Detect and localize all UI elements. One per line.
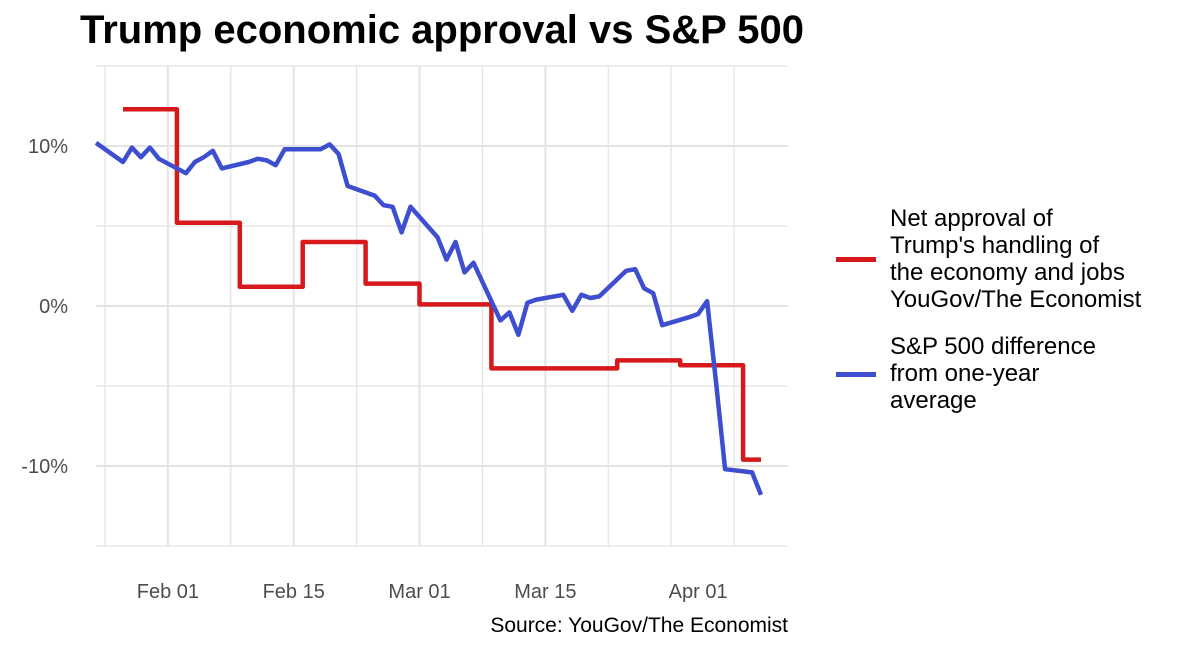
legend-swatch-sp500 — [836, 371, 876, 377]
series-line-sp500 — [94, 140, 764, 496]
y-tick-label: 10% — [28, 136, 68, 158]
y-axis-ticks: -10% 0% 10% — [21, 136, 68, 478]
x-tick-label: Apr 01 — [669, 581, 728, 603]
legend: Net approval of Trump's handling of the … — [830, 205, 1190, 434]
chart-title: Trump economic approval vs S&P 500 — [80, 8, 804, 52]
x-tick-label: Mar 15 — [514, 581, 576, 603]
x-tick-label: Feb 01 — [137, 581, 199, 603]
y-tick-label: 0% — [39, 296, 68, 318]
series-lines — [94, 106, 764, 496]
x-tick-label: Feb 15 — [263, 581, 325, 603]
grid-lines — [96, 65, 788, 547]
legend-key-approval — [830, 244, 882, 274]
x-tick-label: Mar 01 — [388, 581, 450, 603]
legend-item-approval: Net approval of Trump's handling of the … — [830, 205, 1190, 313]
legend-swatch-approval — [836, 257, 876, 262]
y-tick-label: -10% — [21, 456, 68, 478]
legend-key-sp500 — [830, 359, 882, 389]
source-note: Source: YouGov/The Economist — [490, 614, 788, 637]
legend-label-sp500: S&P 500 difference from one-year average — [890, 333, 1096, 414]
legend-label-approval: Net approval of Trump's handling of the … — [890, 205, 1142, 313]
series-line-approval — [123, 106, 761, 462]
x-axis-ticks: Feb 01 Feb 15 Mar 01 Mar 15 Apr 01 — [137, 581, 728, 603]
legend-item-sp500: S&P 500 difference from one-year average — [830, 333, 1190, 414]
